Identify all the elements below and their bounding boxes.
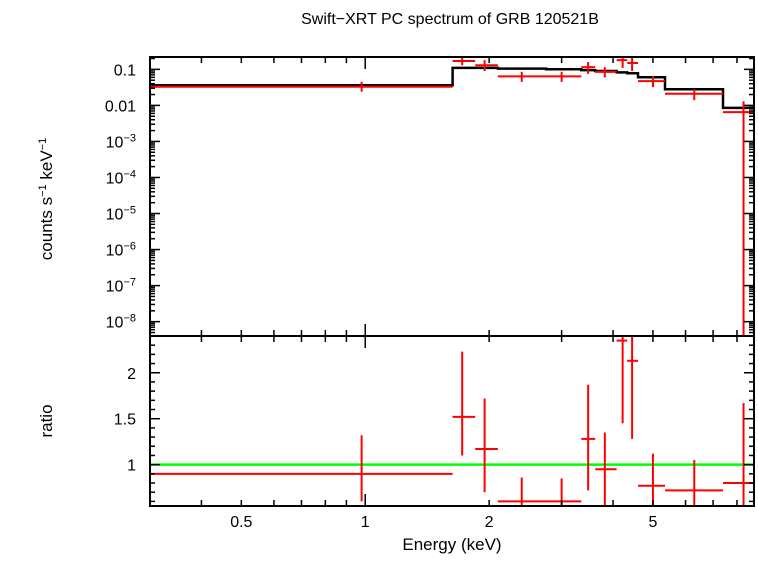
ratio-point-8 — [616, 336, 628, 424]
x-tick-label-2: 1 — [361, 514, 370, 531]
ratio-point-9 — [627, 336, 639, 439]
ratio-point-11 — [665, 460, 724, 506]
spectrum-point-11 — [665, 89, 724, 101]
spectrum-point-9 — [627, 57, 639, 71]
y-label-mid: keV — [37, 150, 56, 185]
ratio-data-series — [150, 336, 754, 506]
spectrum-point-8 — [616, 57, 628, 68]
spectrum-point-6 — [581, 61, 596, 74]
ratio-ticks: 0.5 1 2 5 1 1.5 2 — [114, 335, 754, 531]
spectrum-point-7 — [595, 67, 617, 78]
spectrum-y-tick-label-8: 10−8 — [106, 313, 136, 332]
spectrum-y-tick-label-5: 10−5 — [106, 205, 136, 224]
spectrum-y-tick-label-3: 10−3 — [106, 132, 136, 151]
x-axis-label: Energy (keV) — [402, 535, 501, 554]
spectrum-point-5 — [546, 71, 582, 82]
spectrum-y-tick-label-4: 10−4 — [106, 168, 136, 187]
ratio-y-tick-label-2: 1.5 — [114, 412, 136, 429]
spectrum-point-3 — [475, 60, 498, 71]
ratio-point-12 — [723, 403, 754, 506]
spectrum-y-tick-label-7: 10−7 — [106, 277, 136, 296]
ratio-point-6 — [581, 384, 596, 491]
ratio-y-tick-label-1: 1 — [127, 458, 136, 475]
x-tick-label-1: 0.5 — [230, 514, 252, 531]
y-label-base: counts s — [37, 197, 56, 260]
ratio-point-3 — [475, 398, 498, 493]
ratio-point-2 — [452, 351, 476, 456]
ratio-y-tick-label-3: 2 — [127, 366, 136, 383]
ratio-point-10 — [638, 453, 666, 506]
ratio-point-4 — [497, 477, 547, 506]
ratio-y-axis-label: ratio — [37, 404, 56, 437]
spectrum-point-1 — [150, 81, 453, 92]
spectrum-y-tick-label-1: 0.1 — [114, 62, 136, 79]
ratio-point-1 — [150, 435, 453, 502]
data-series — [150, 57, 754, 336]
y-label-exp-2: −1 — [37, 138, 49, 151]
spectrum-point-4 — [497, 71, 547, 82]
spectrum-y-tick-label-2: 0.01 — [105, 98, 136, 115]
ratio-point-7 — [595, 432, 617, 506]
x-tick-label-3: 2 — [485, 514, 494, 531]
y-label-exp-1: −1 — [37, 184, 49, 197]
spectrum-point-12 — [723, 101, 754, 336]
spectrum-point-2 — [452, 57, 476, 66]
spectrum-y-axis-label: counts s−1 keV−1 — [37, 138, 56, 260]
spectrum-y-tick-label-6: 10−6 — [106, 241, 136, 260]
chart-title: Swift−XRT PC spectrum of GRB 120521B — [301, 11, 599, 28]
spectrum-point-10 — [638, 76, 666, 88]
ratio-panel: 0.5 1 2 5 1 1.5 2 ratio Energy (keV) — [37, 335, 755, 554]
ratio-plot-frame — [149, 335, 755, 507]
x-tick-label-4: 5 — [648, 514, 657, 531]
